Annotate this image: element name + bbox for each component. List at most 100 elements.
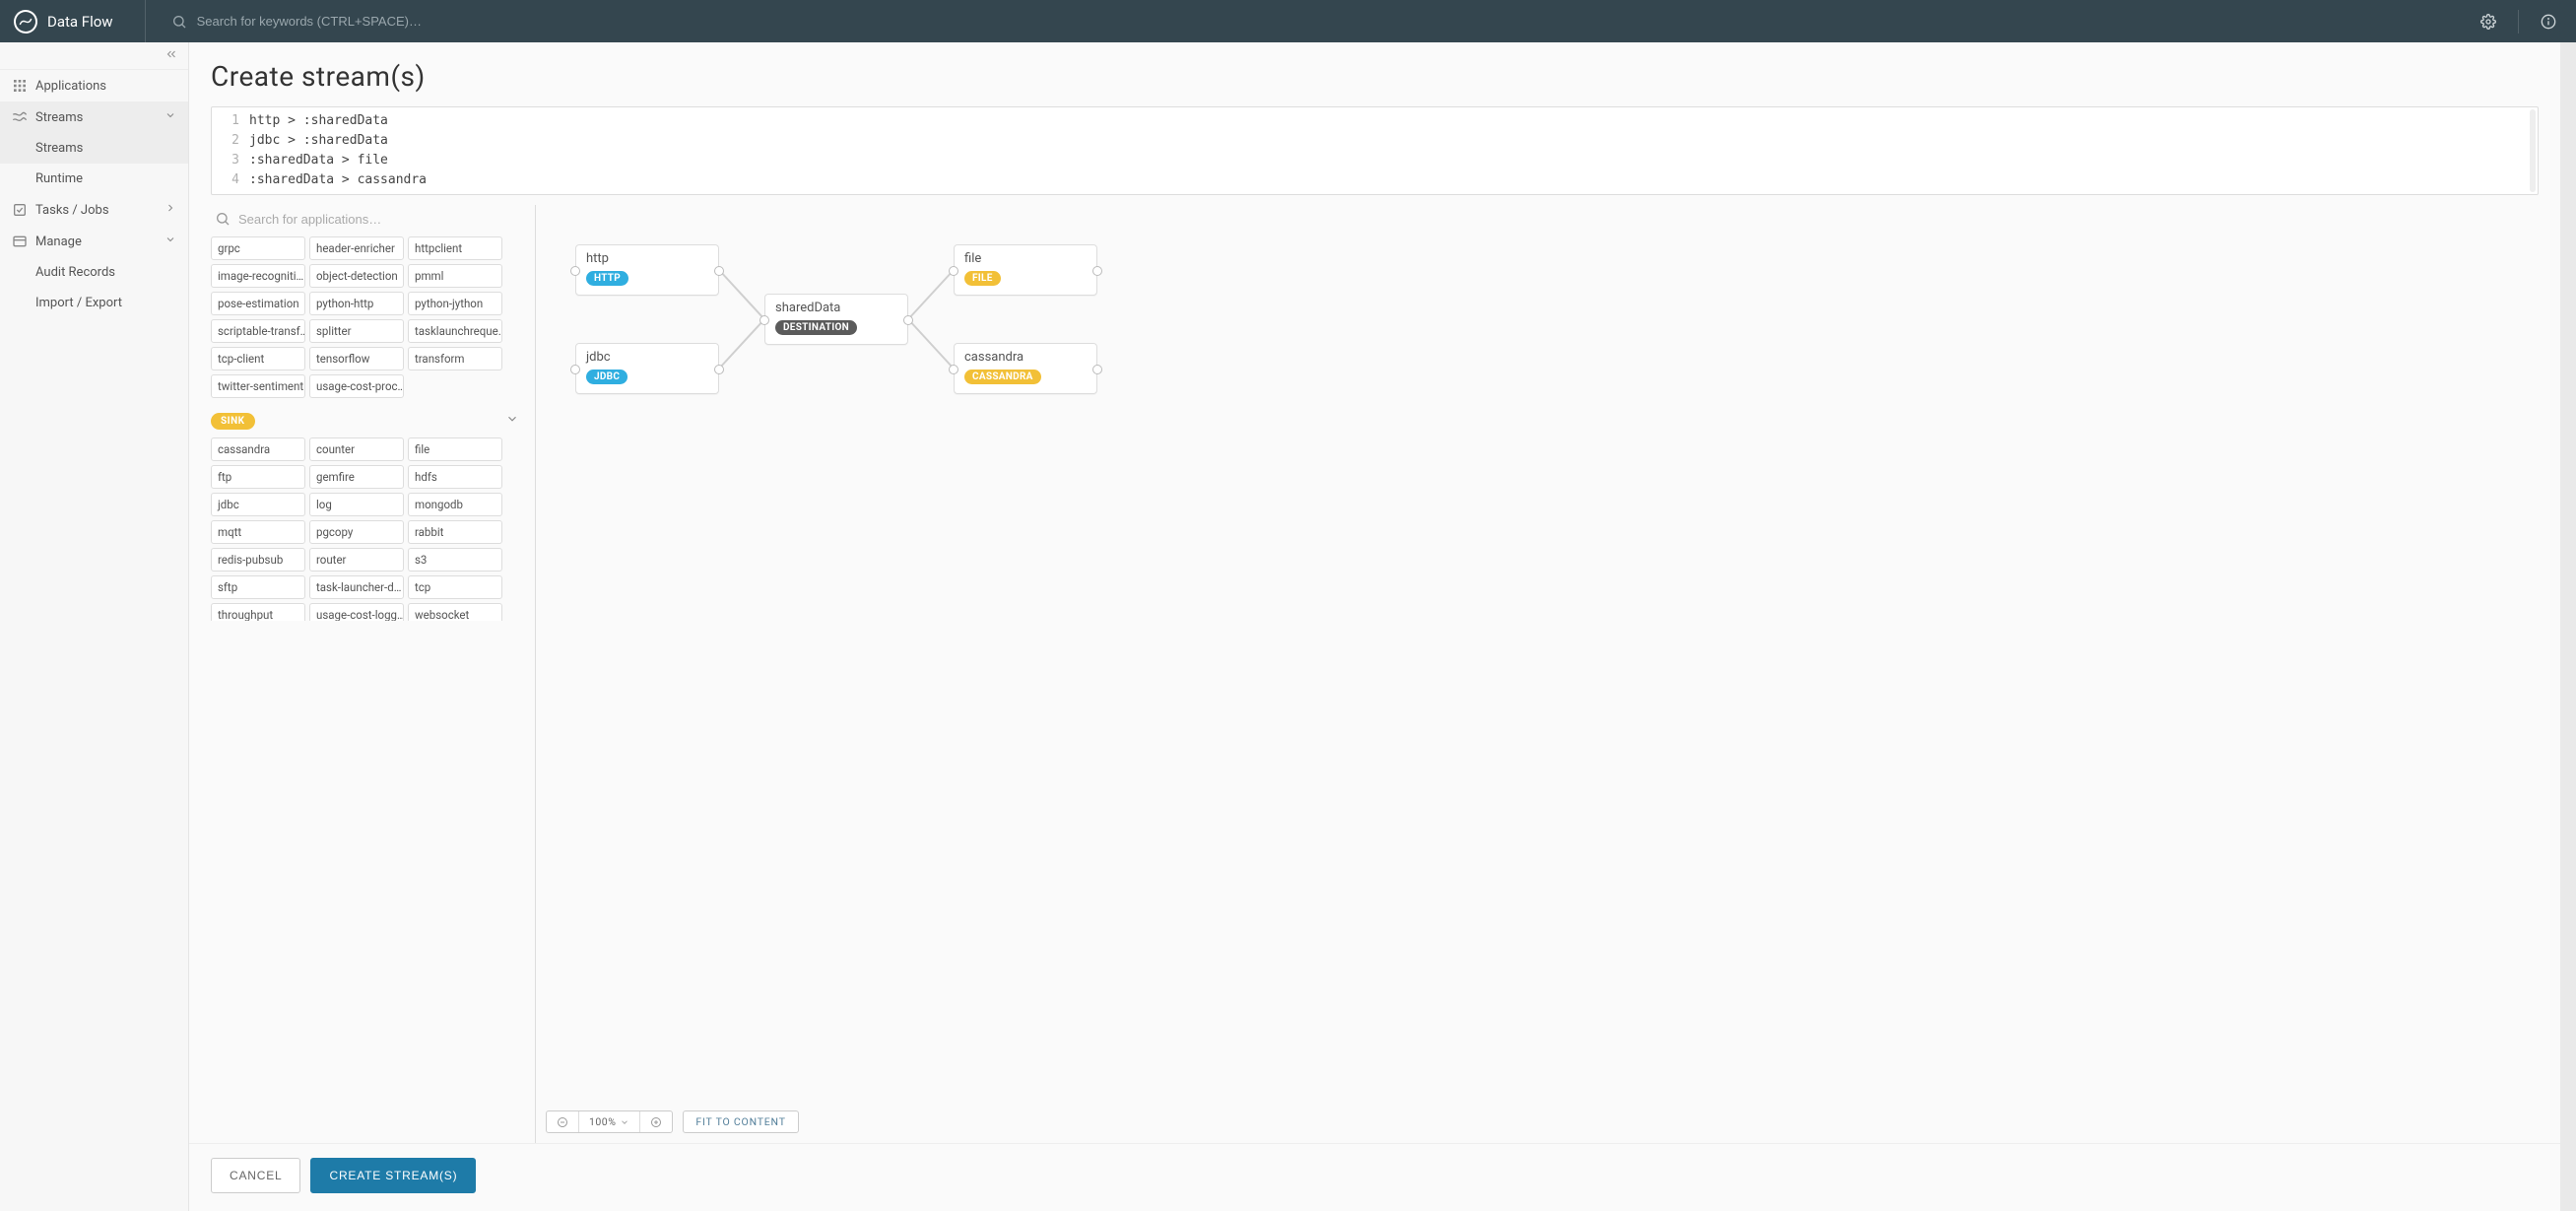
line-number: 4 [212, 170, 249, 190]
node-tag: FILE [964, 271, 1001, 286]
processor-chip[interactable]: transform [408, 347, 502, 370]
canvas-node-http[interactable]: http HTTP [575, 244, 719, 296]
zoom-in-button[interactable] [640, 1111, 672, 1132]
sink-chip[interactable]: mqtt [211, 520, 305, 544]
processor-chip[interactable]: python-jython [408, 292, 502, 315]
processor-chip[interactable]: twitter-sentiment [211, 374, 305, 398]
sink-chip[interactable]: hdfs [408, 465, 502, 489]
node-tag: JDBC [586, 370, 627, 384]
sink-chip[interactable]: tcp [408, 575, 502, 599]
sink-chip[interactable]: jdbc [211, 493, 305, 516]
processor-chip[interactable]: grpc [211, 236, 305, 260]
nav-manage[interactable]: Manage [0, 226, 188, 257]
collapse-sidebar-button[interactable] [165, 47, 178, 65]
sink-chip[interactable]: task-launcher-d… [309, 575, 404, 599]
stream-canvas[interactable]: http HTTP jdbc JDBC sharedData DESTINATI… [536, 205, 2539, 1143]
sink-chip[interactable]: mongodb [408, 493, 502, 516]
nav-streams-label: Streams [35, 110, 83, 125]
palette-processors: grpcheader-enricherhttpclient image-recog… [211, 236, 519, 398]
sink-chip[interactable]: sftp [211, 575, 305, 599]
port-out[interactable] [714, 365, 724, 374]
port-out[interactable] [1092, 365, 1102, 374]
sink-chip[interactable]: cassandra [211, 437, 305, 461]
line-number: 2 [212, 131, 249, 151]
port-out[interactable] [714, 266, 724, 276]
sink-chip[interactable]: ftp [211, 465, 305, 489]
sink-chip[interactable]: rabbit [408, 520, 502, 544]
port-in[interactable] [949, 365, 958, 374]
nav-streams[interactable]: Streams [0, 101, 188, 133]
node-label: http [586, 251, 708, 266]
port-in[interactable] [570, 365, 580, 374]
sink-chip[interactable]: redis-pubsub [211, 548, 305, 572]
palette-search-input[interactable] [238, 212, 521, 227]
sink-chip[interactable]: throughput [211, 603, 305, 621]
sink-chip[interactable]: log [309, 493, 404, 516]
processor-chip[interactable]: scriptable-transf… [211, 319, 305, 343]
zoom-controls: 100% FIT TO CONTENT [546, 1110, 799, 1133]
sink-pill: SINK [211, 413, 255, 430]
port-out[interactable] [1092, 266, 1102, 276]
nav-applications[interactable]: Applications [0, 70, 188, 101]
processor-chip[interactable]: tasklaunchreque… [408, 319, 502, 343]
palette-section-sink[interactable]: SINK [211, 412, 519, 430]
nav-streams-streams[interactable]: Streams [0, 133, 188, 164]
sink-chip[interactable]: file [408, 437, 502, 461]
processor-chip[interactable]: pose-estimation [211, 292, 305, 315]
nav-manage-import-export[interactable]: Import / Export [0, 288, 188, 318]
chevron-right-icon [165, 202, 176, 218]
sink-chip[interactable]: router [309, 548, 404, 572]
line-text: http > :sharedData [249, 111, 388, 131]
sink-chip[interactable]: counter [309, 437, 404, 461]
nav-tasks-jobs[interactable]: Tasks / Jobs [0, 194, 188, 226]
chevron-down-icon [165, 109, 176, 125]
fit-to-content-button[interactable]: FIT TO CONTENT [683, 1110, 798, 1133]
create-streams-button[interactable]: CREATE STREAM(S) [310, 1158, 476, 1193]
nav-manage-audit[interactable]: Audit Records [0, 257, 188, 288]
sink-chip[interactable]: s3 [408, 548, 502, 572]
processor-chip[interactable]: header-enricher [309, 236, 404, 260]
cancel-button[interactable]: CANCEL [211, 1158, 300, 1193]
sink-chip[interactable]: gemfire [309, 465, 404, 489]
settings-button[interactable] [2475, 8, 2502, 35]
canvas-node-jdbc[interactable]: jdbc JDBC [575, 343, 719, 394]
processor-chip[interactable]: image-recogniti… [211, 264, 305, 288]
processor-chip[interactable]: tensorflow [309, 347, 404, 370]
zoom-out-button[interactable] [547, 1111, 579, 1132]
sidebar-collapse-row [0, 42, 188, 70]
port-in[interactable] [760, 315, 769, 325]
processor-chip[interactable]: httpclient [408, 236, 502, 260]
nav-streams-runtime[interactable]: Runtime [0, 164, 188, 194]
palette-scroll[interactable]: grpcheader-enricherhttpclient image-recog… [211, 236, 525, 621]
node-label: sharedData [775, 301, 897, 315]
canvas-node-shared[interactable]: sharedData DESTINATION [764, 294, 908, 345]
global-search-input[interactable] [197, 14, 2459, 29]
sink-chip[interactable]: usage-cost-logg… [309, 603, 404, 621]
tasks-icon [12, 202, 28, 218]
processor-chip[interactable]: usage-cost-proc… [309, 374, 404, 398]
workspace: grpcheader-enricherhttpclient image-recog… [211, 205, 2539, 1143]
dsl-editor[interactable]: 1http > :sharedData2jdbc > :sharedData3:… [211, 106, 2539, 195]
port-out[interactable] [903, 315, 913, 325]
port-in[interactable] [570, 266, 580, 276]
sink-chip[interactable]: websocket [408, 603, 502, 621]
info-button[interactable] [2535, 8, 2562, 35]
processor-chip[interactable]: splitter [309, 319, 404, 343]
chevron-down-icon [165, 234, 176, 249]
port-in[interactable] [949, 266, 958, 276]
zoom-level[interactable]: 100% [579, 1111, 640, 1132]
page-scrollbar[interactable] [2560, 42, 2576, 1211]
processor-chip[interactable]: object-detection [309, 264, 404, 288]
brand-title: Data Flow [47, 13, 113, 31]
node-label: file [964, 251, 1087, 266]
editor-scrollbar[interactable] [2530, 109, 2536, 192]
sink-chip[interactable]: pgcopy [309, 520, 404, 544]
global-search[interactable] [162, 14, 2459, 30]
palette-search[interactable] [211, 205, 525, 236]
processor-chip[interactable]: tcp-client [211, 347, 305, 370]
canvas-node-cass[interactable]: cassandra CASSANDRA [954, 343, 1097, 394]
canvas-node-file[interactable]: file FILE [954, 244, 1097, 296]
processor-chip[interactable]: pmml [408, 264, 502, 288]
processor-chip[interactable]: python-http [309, 292, 404, 315]
chevron-down-icon [505, 412, 519, 430]
